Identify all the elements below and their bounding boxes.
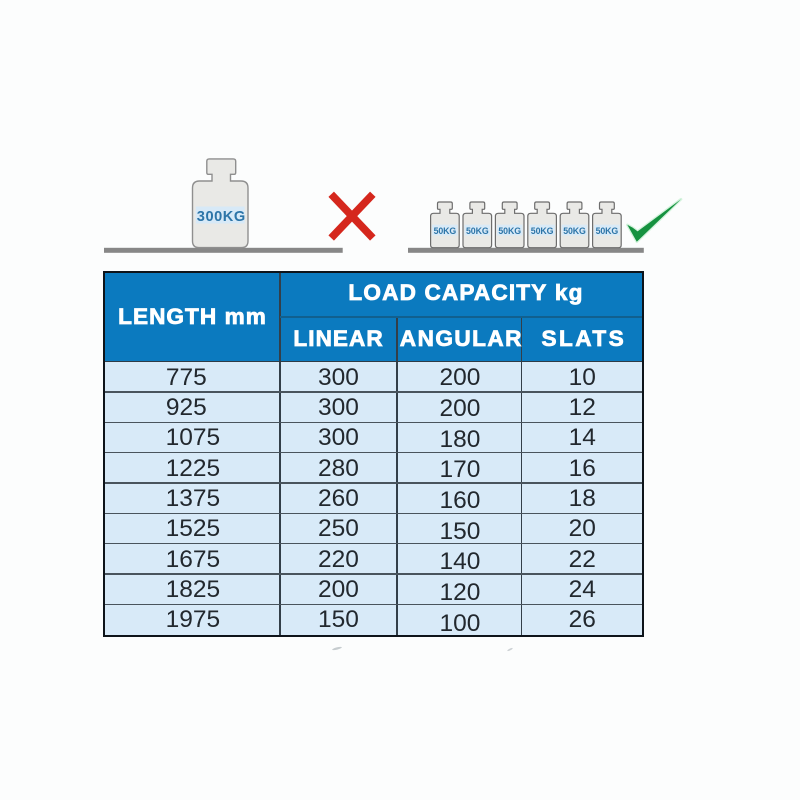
svg-text:50KG: 50KG — [434, 226, 457, 236]
svg-text:50KG: 50KG — [596, 226, 619, 236]
svg-text:50KG: 50KG — [466, 226, 489, 236]
svg-text:50KG: 50KG — [531, 226, 554, 236]
svg-text:300KG: 300KG — [197, 209, 246, 225]
svg-text:50KG: 50KG — [498, 226, 521, 236]
svg-text:50KG: 50KG — [563, 226, 586, 236]
